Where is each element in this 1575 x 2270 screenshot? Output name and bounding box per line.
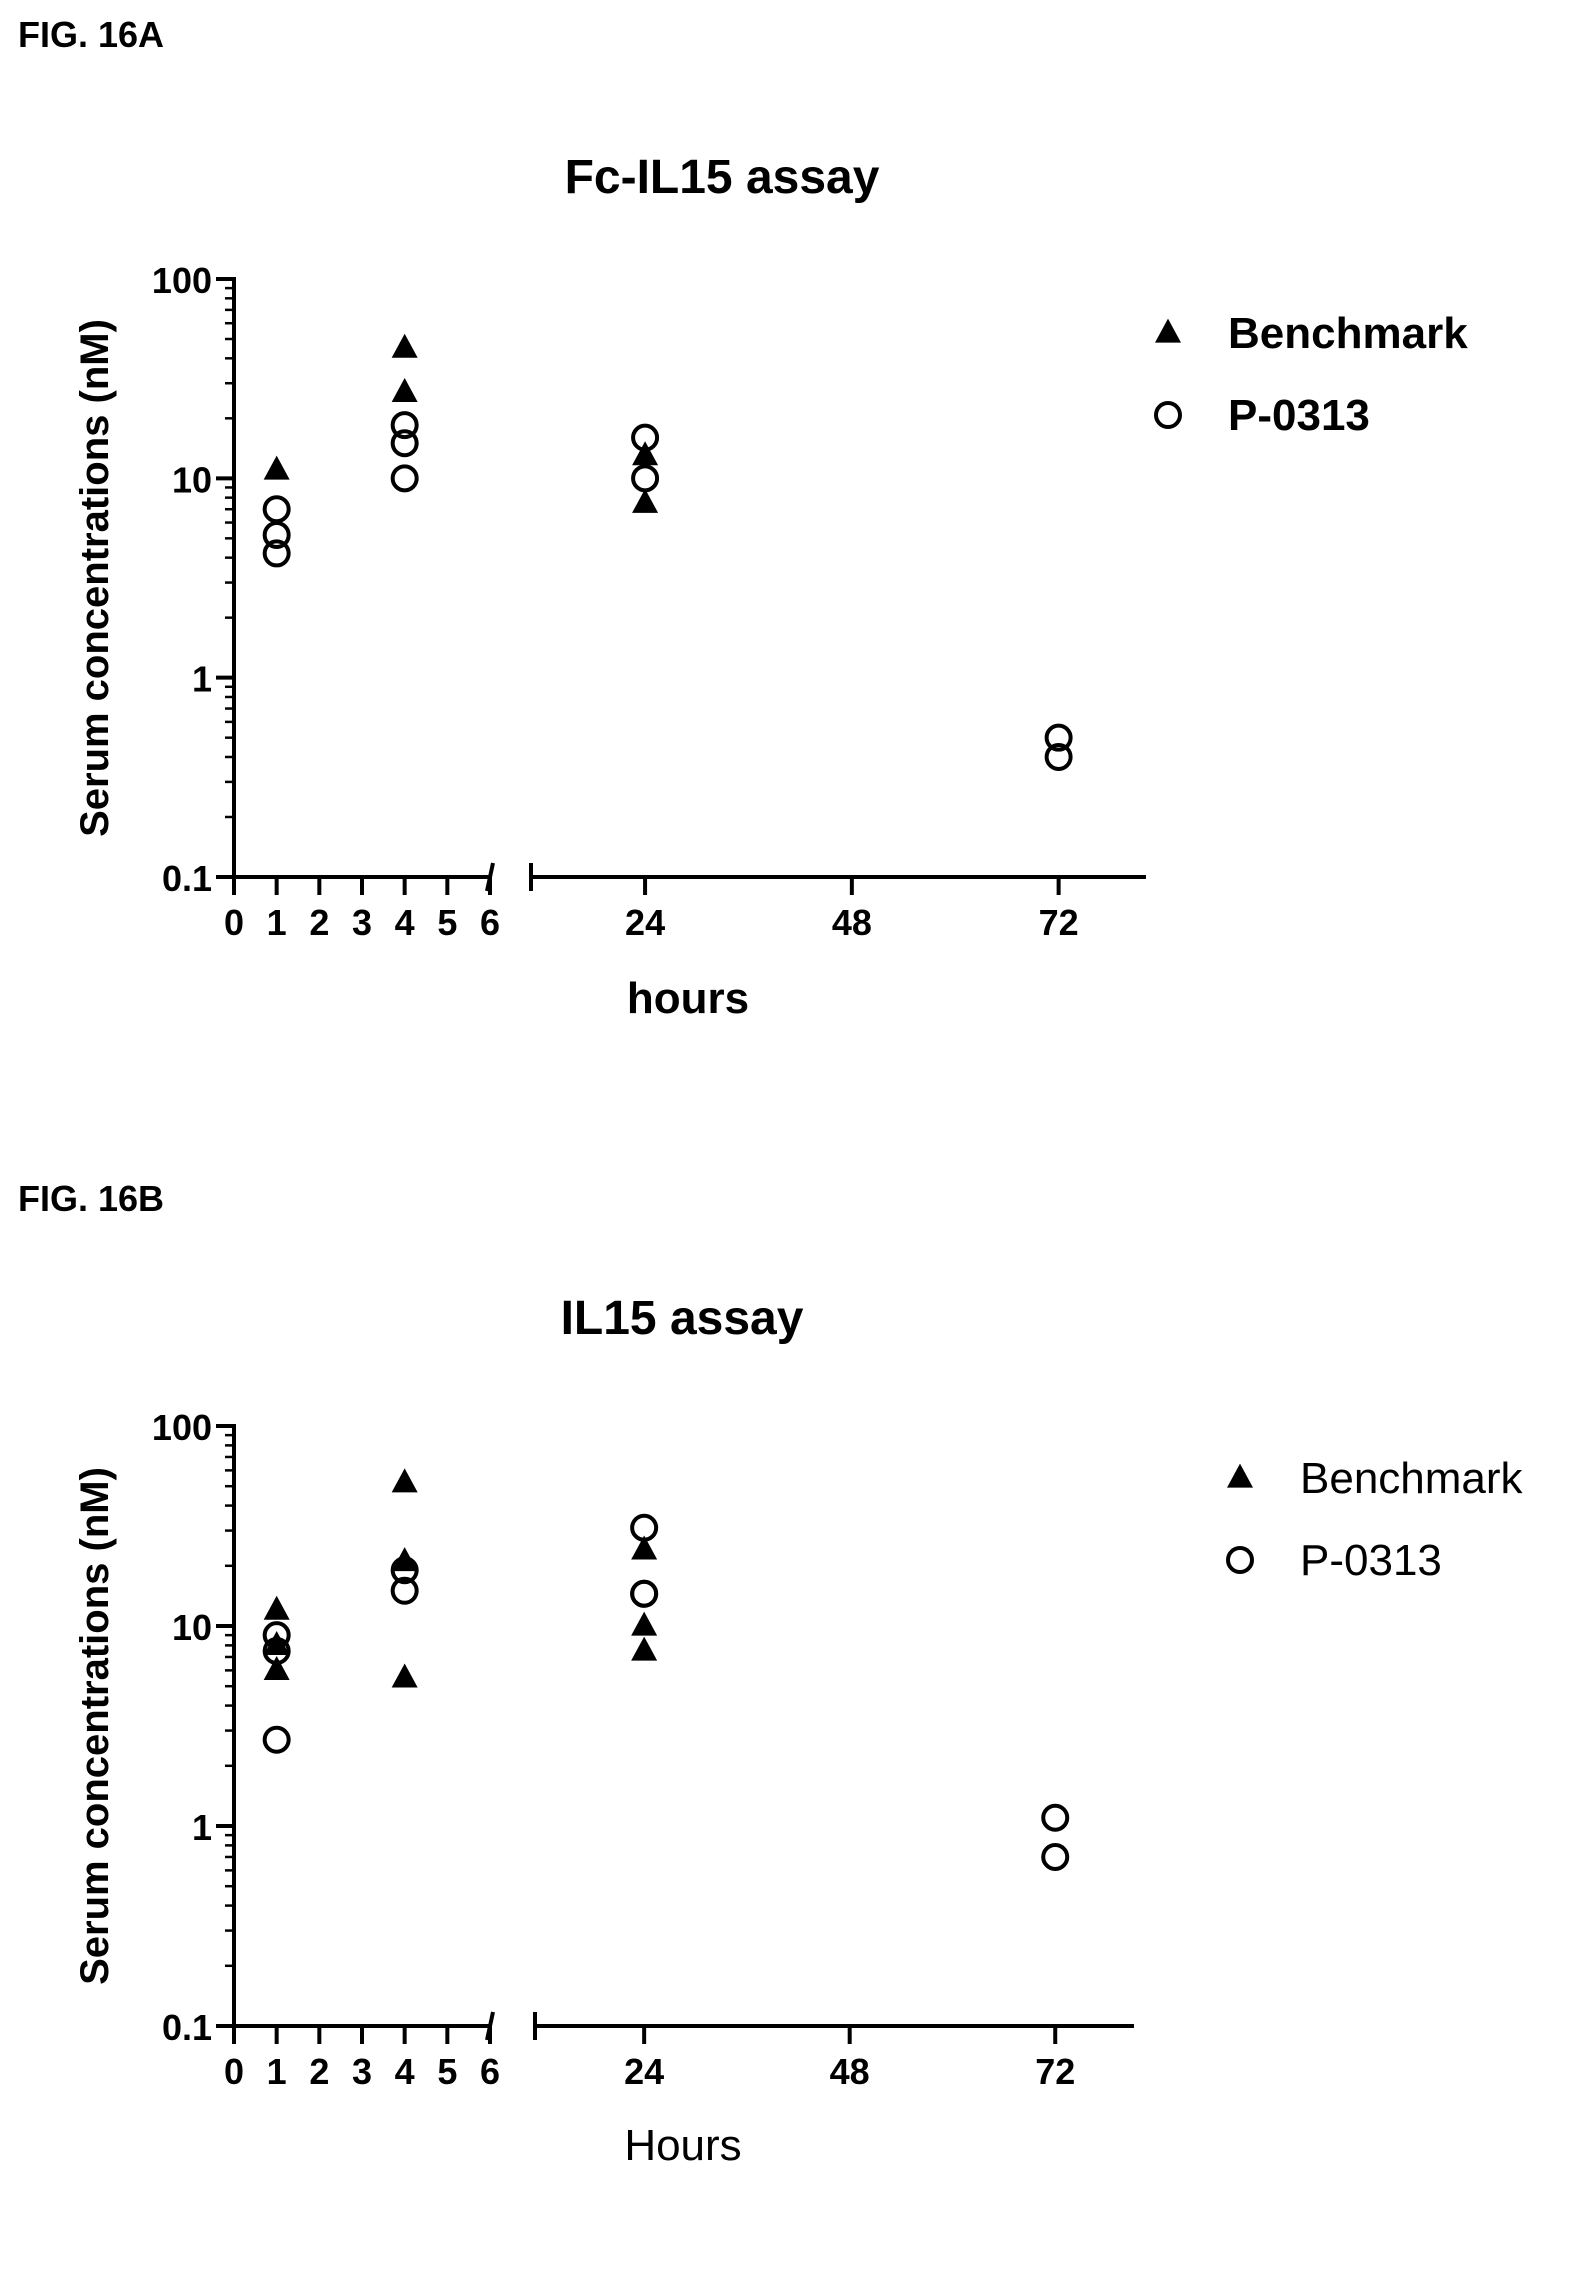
y-tick-label: 0.1 (162, 2007, 212, 2048)
data-point-p-0313 (390, 429, 419, 458)
x-tick-label: 2 (309, 2051, 329, 2092)
x-tick-label: 72 (1039, 902, 1079, 943)
figure-label-a: FIG. 16A (18, 14, 165, 55)
data-point-p-0313 (262, 539, 291, 568)
y-axis-label: Serum concentrations (nM) (73, 1467, 117, 1985)
data-point-p-0313 (390, 1556, 419, 1585)
data-point-p-0313 (1041, 1803, 1070, 1832)
data-point-p-0313 (631, 423, 660, 452)
data-point-benchmark (263, 455, 290, 480)
figure-label-b: FIG. 16B (18, 1178, 165, 1219)
legend-label: Benchmark (1228, 309, 1468, 358)
data-point-p-0313 (630, 1579, 659, 1608)
data-point-benchmark (263, 1595, 290, 1620)
legend-marker (1227, 1463, 1253, 1488)
data-point-benchmark (631, 1611, 658, 1636)
data-point-p-0313 (262, 1621, 291, 1650)
x-tick-label: 2 (309, 902, 329, 943)
data-point-benchmark (391, 377, 418, 402)
x-tick-label: 48 (832, 902, 872, 943)
x-tick-label: 3 (352, 902, 372, 943)
data-point-p-0313 (1044, 742, 1073, 771)
x-tick-label: 1 (267, 2051, 287, 2092)
x-tick-label: 48 (830, 2051, 870, 2092)
x-tick-label: 3 (352, 2051, 372, 2092)
legend-marker (1155, 318, 1181, 343)
data-point-benchmark (391, 333, 418, 358)
data-point-p-0313 (262, 520, 291, 549)
data-point-p-0313 (1044, 723, 1073, 752)
data-point-p-0313 (262, 1725, 291, 1754)
x-tick-label: 1 (267, 902, 287, 943)
data-point-benchmark (632, 441, 659, 466)
x-tick-label: 72 (1035, 2051, 1075, 2092)
x-tick-label: 4 (395, 902, 415, 943)
y-tick-label: 1 (192, 1807, 212, 1848)
data-point-p-0313 (390, 464, 419, 493)
chart-title: IL15 assay (561, 1292, 804, 1345)
y-tick-label: 100 (152, 260, 212, 301)
legend-marker (1226, 1546, 1254, 1574)
data-point-benchmark (632, 488, 659, 513)
y-tick-label: 10 (172, 1607, 212, 1648)
legend-label: Benchmark (1300, 1454, 1524, 1503)
data-point-p-0313 (262, 1636, 291, 1665)
data-point-p-0313 (1041, 1842, 1070, 1871)
x-axis-label: Hours (624, 2121, 741, 2170)
data-point-benchmark (263, 1630, 290, 1655)
legend-label: P-0313 (1300, 1536, 1442, 1585)
x-tick-label: 24 (624, 2051, 664, 2092)
data-point-p-0313 (631, 464, 660, 493)
data-point-benchmark (391, 1663, 418, 1688)
data-point-p-0313 (262, 495, 291, 524)
x-tick-label: 5 (437, 2051, 457, 2092)
y-tick-label: 0.1 (162, 858, 212, 899)
y-tick-label: 10 (172, 459, 212, 500)
data-point-benchmark (631, 1535, 658, 1560)
legend-marker (1154, 401, 1182, 429)
x-tick-label: 0 (224, 902, 244, 943)
data-point-benchmark (631, 1636, 658, 1661)
x-tick-label: 0 (224, 2051, 244, 2092)
x-tick-label: 4 (395, 2051, 415, 2092)
x-axis-label: hours (627, 974, 749, 1023)
data-point-p-0313 (630, 1513, 659, 1542)
chart-title: Fc-IL15 assay (565, 151, 880, 204)
x-tick-label: 24 (625, 902, 665, 943)
y-axis-label: Serum concentrations (nM) (73, 319, 117, 837)
x-tick-label: 6 (480, 2051, 500, 2092)
data-point-benchmark (391, 1468, 418, 1493)
data-point-p-0313 (390, 411, 419, 440)
y-tick-label: 100 (152, 1407, 212, 1448)
data-point-p-0313 (390, 1576, 419, 1605)
data-point-benchmark (263, 1655, 290, 1680)
x-tick-label: 6 (480, 902, 500, 943)
x-tick-label: 5 (437, 902, 457, 943)
y-tick-label: 1 (192, 659, 212, 700)
legend-label: P-0313 (1228, 391, 1370, 440)
